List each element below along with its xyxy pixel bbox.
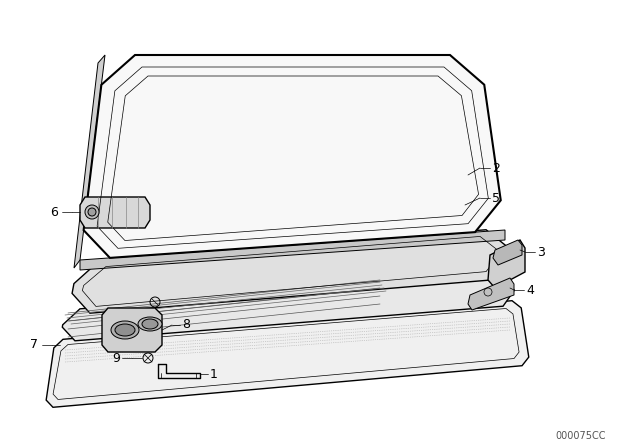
Text: 6: 6 (50, 206, 58, 219)
Ellipse shape (111, 321, 139, 339)
Text: 7: 7 (30, 339, 38, 352)
Text: 1: 1 (210, 367, 218, 380)
Polygon shape (46, 301, 529, 407)
Ellipse shape (138, 317, 162, 331)
Polygon shape (80, 197, 150, 228)
Text: 4: 4 (526, 284, 534, 297)
Ellipse shape (115, 324, 135, 336)
Polygon shape (468, 278, 514, 310)
Polygon shape (488, 240, 525, 288)
Text: 5: 5 (492, 191, 500, 204)
Polygon shape (74, 55, 105, 268)
Polygon shape (493, 240, 522, 265)
Ellipse shape (142, 319, 158, 329)
Ellipse shape (88, 208, 96, 216)
Polygon shape (72, 230, 512, 313)
Text: 000075CC: 000075CC (556, 431, 606, 441)
Text: 9: 9 (112, 352, 120, 365)
Polygon shape (84, 55, 500, 258)
Polygon shape (80, 230, 505, 270)
Text: 2: 2 (492, 161, 500, 175)
Polygon shape (62, 276, 514, 341)
Polygon shape (102, 308, 162, 352)
Text: 8: 8 (182, 319, 190, 332)
Text: 3: 3 (537, 246, 545, 258)
Ellipse shape (85, 205, 99, 219)
